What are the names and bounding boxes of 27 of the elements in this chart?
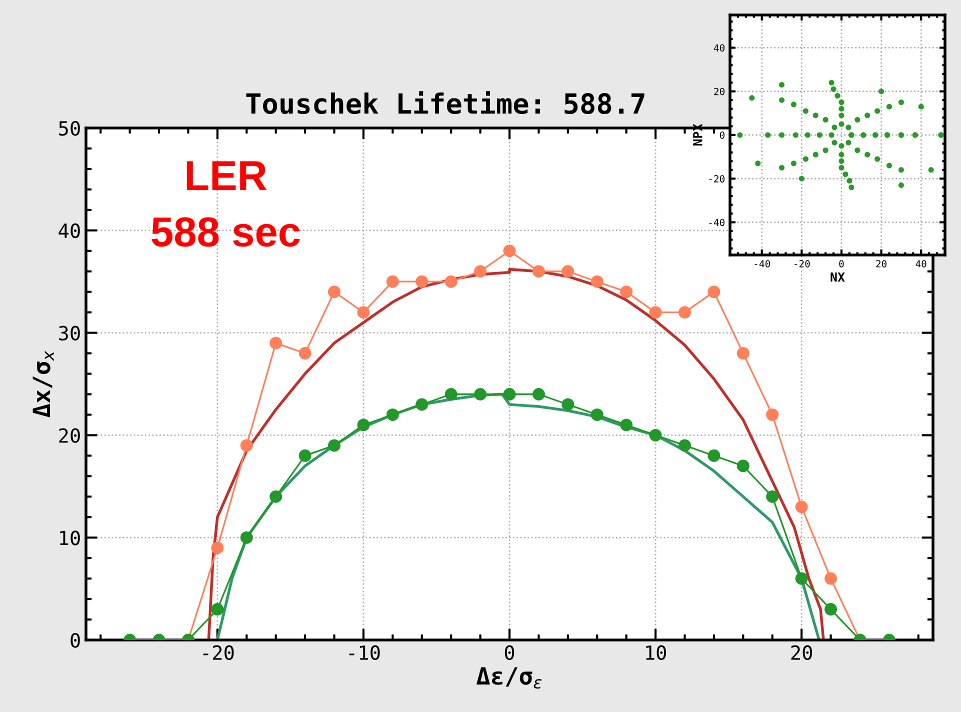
x-tick-label: -10 [349,645,380,660]
annotation: 588 sec [152,217,300,247]
x-axis-title: Δε/σ$_{ε}$ [476,667,542,689]
x-tick-label: 20 [791,645,812,660]
x-tick-label: 40 [916,260,926,268]
x-tick-label: 0 [839,260,844,268]
y-tick-label: 0 [70,633,80,648]
x-axis-title: NX [830,272,845,282]
x-tick-label: -20 [794,260,810,268]
chart-title: Touschek Lifetime: 588.7 [246,91,644,114]
y-tick-label: 50 [59,121,80,136]
y-tick-label: -20 [709,175,725,182]
y-tick-label: 30 [59,326,80,341]
annotation: LER [186,161,267,190]
y-tick-label: 10 [60,530,80,546]
y-tick-label: 20 [59,428,80,443]
x-tick-label: 10 [646,645,666,660]
y-tick-label: -40 [709,218,725,226]
y-axis-title: Δx/σ$_{x}$ [32,350,54,418]
y-tick-label: 0 [720,132,725,139]
x-tick-label: 20 [876,260,887,268]
x-tick-label: -20 [203,645,234,660]
x-tick-label: 0 [504,645,514,660]
y-tick-label: 40 [58,223,80,238]
y-tick-label: 20 [714,88,725,96]
y-tick-label: 40 [714,44,725,52]
x-tick-label: -40 [754,260,770,268]
